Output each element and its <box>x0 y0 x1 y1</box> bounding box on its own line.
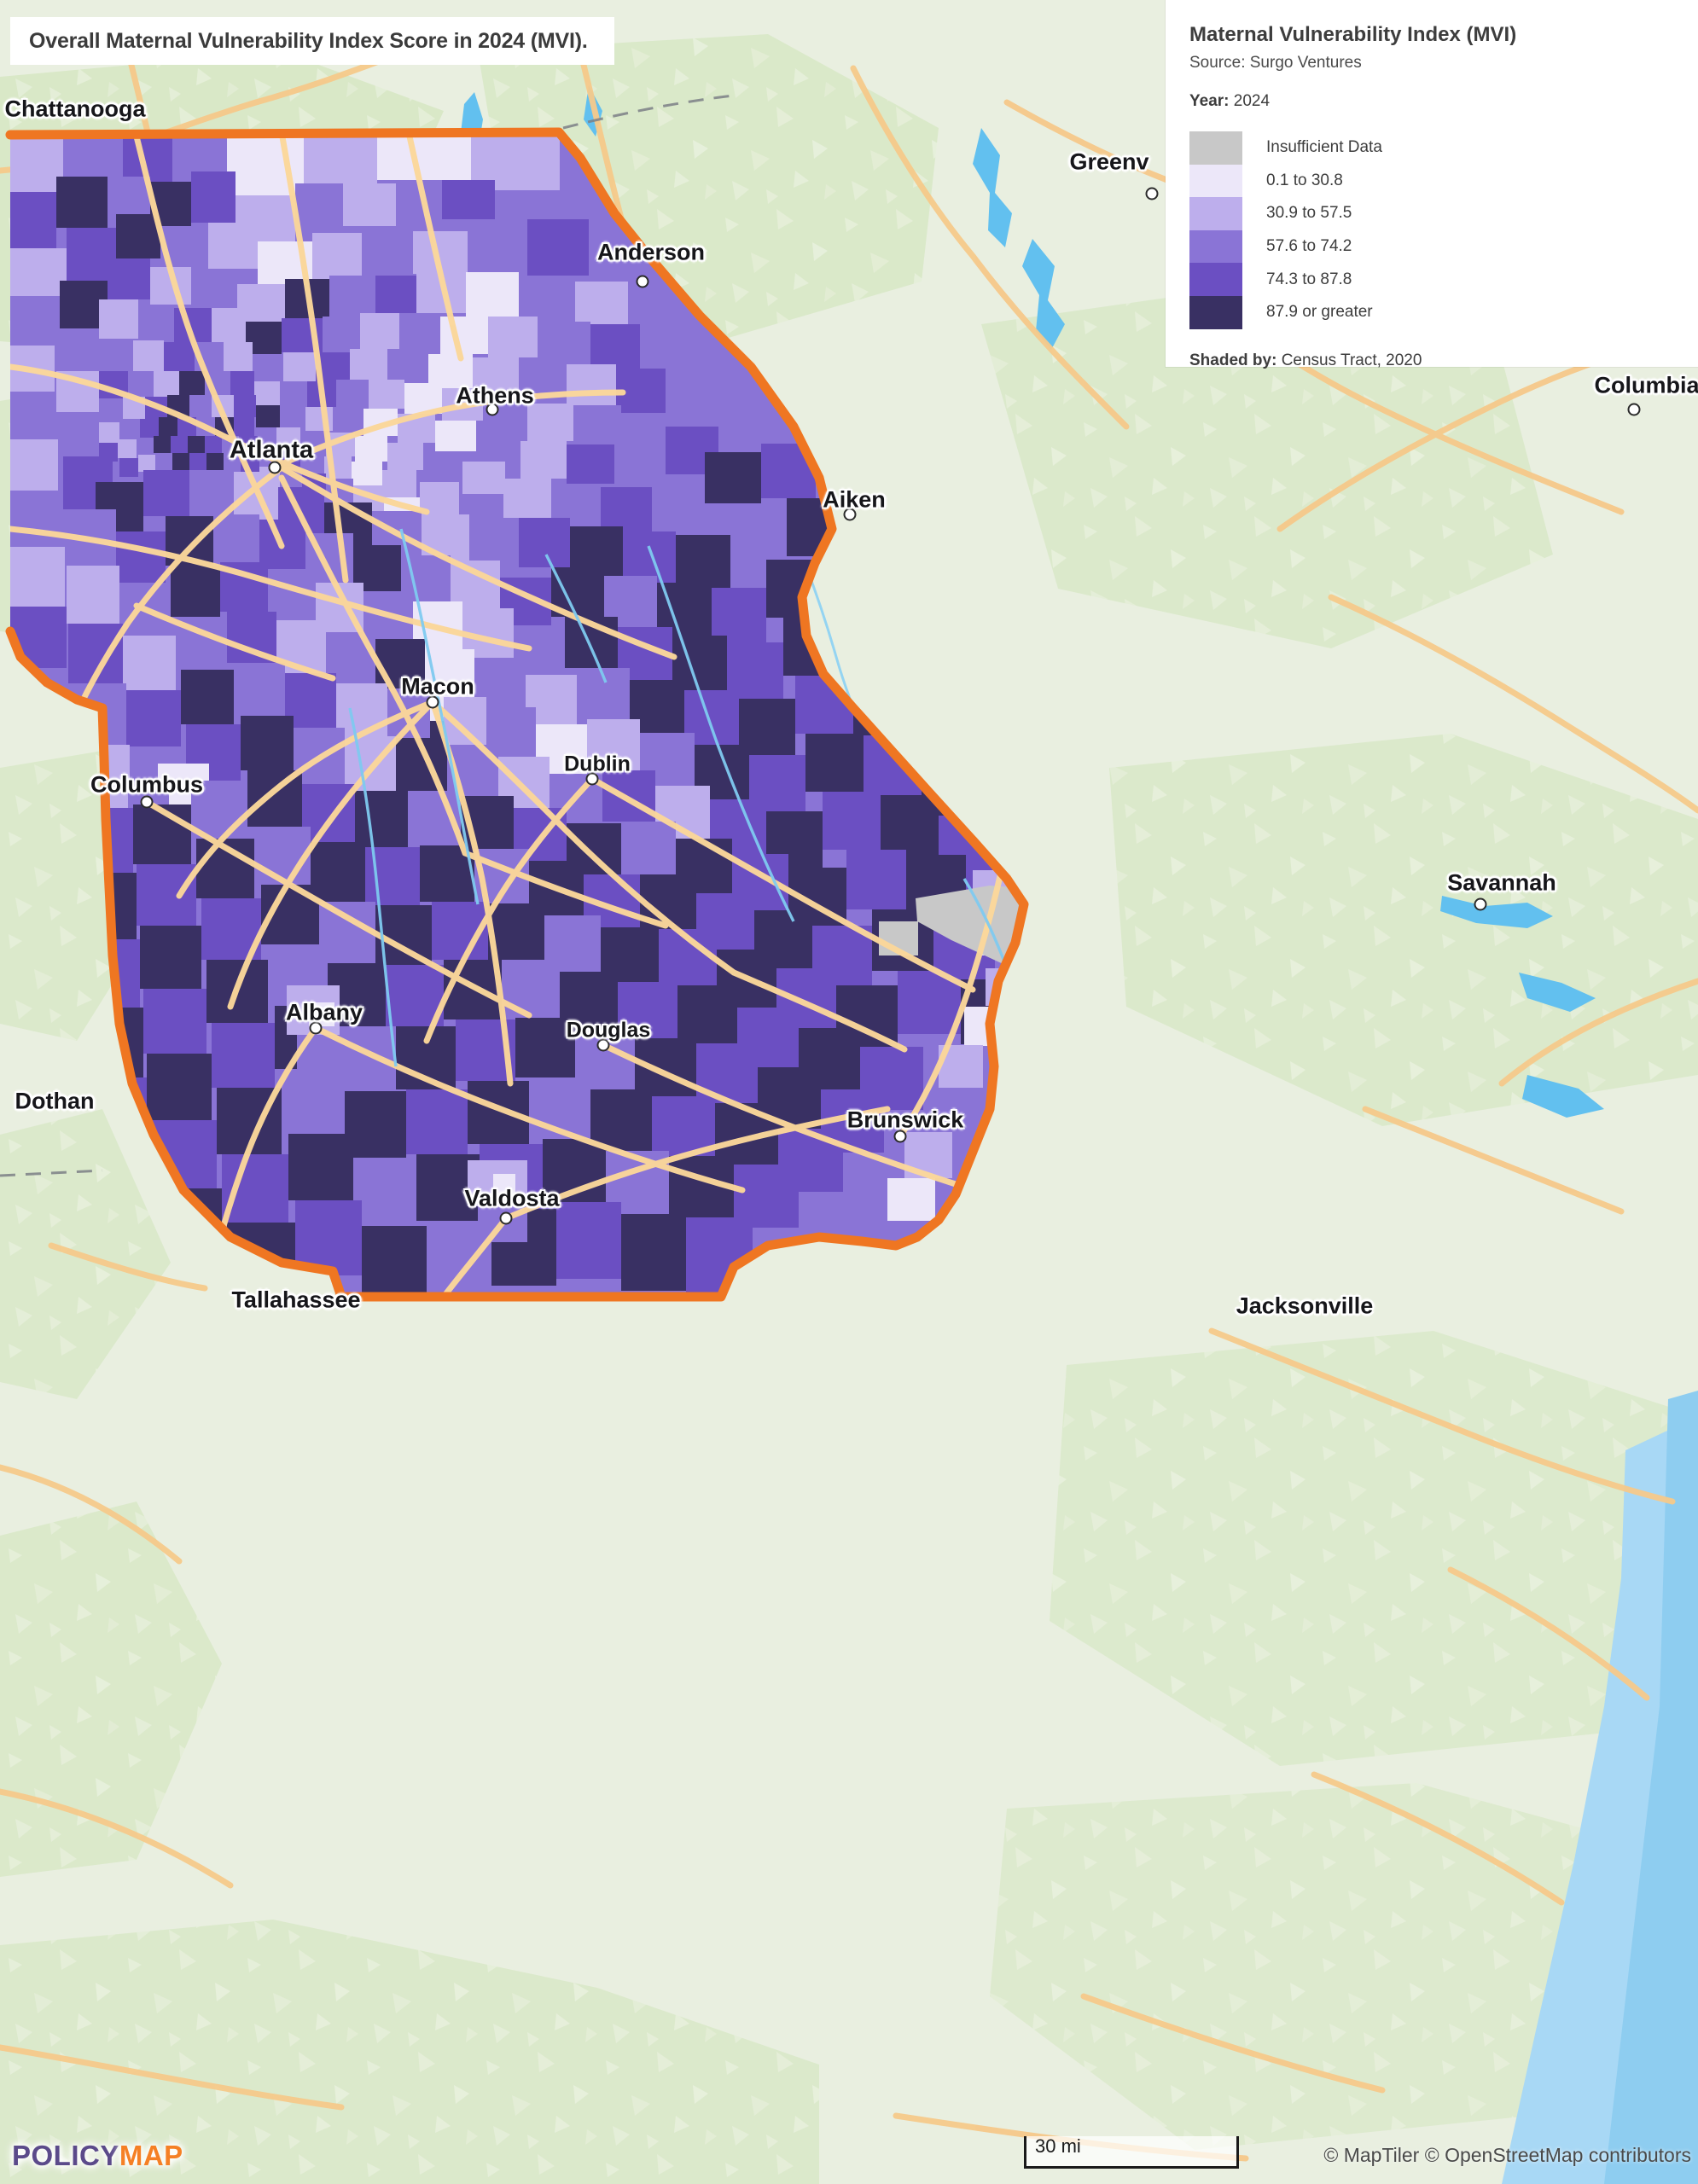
legend-item-class-4[interactable]: 74.3 to 87.8 <box>1189 263 1674 296</box>
city-marker-dot <box>486 403 499 416</box>
legend-color-chip <box>1189 164 1242 198</box>
legend-item-label: 87.9 or greater <box>1266 303 1373 322</box>
map-attribution[interactable]: © MapTiler © OpenStreetMap contributors <box>1323 2144 1691 2166</box>
map-title-card: Overall Maternal Vulnerability Index Sco… <box>10 17 614 65</box>
legend-item-class-2[interactable]: 30.9 to 57.5 <box>1189 197 1674 230</box>
legend-year-value: 2024 <box>1233 92 1271 110</box>
georgia-choropleth <box>10 132 1024 1297</box>
legend-shaded-label: Shaded by: <box>1189 351 1277 369</box>
legend-color-chip <box>1189 263 1242 296</box>
tracts-metro-atlanta <box>10 258 816 535</box>
city-marker-dot <box>309 1021 323 1035</box>
legend-item-class-5[interactable]: 87.9 or greater <box>1189 295 1674 329</box>
scale-bar: 30 mi <box>1024 2136 1239 2169</box>
legend-year: Year: 2024 <box>1189 92 1674 111</box>
city-marker-dot <box>636 275 649 288</box>
city-marker-dot <box>140 795 154 809</box>
city-marker-dot <box>426 695 439 709</box>
legend-source: Source: Surgo Ventures <box>1189 54 1362 72</box>
legend-shaded-by: Shaded by: Census Tract, 2020 <box>1189 351 1674 370</box>
policymap-logo[interactable]: POLICYMAP <box>12 2140 183 2172</box>
legend-color-chip <box>1189 197 1242 230</box>
legend-color-chip <box>1189 131 1242 165</box>
city-marker-dot <box>585 772 599 786</box>
legend-item-label: 30.9 to 57.5 <box>1266 204 1352 223</box>
tracts-north <box>10 132 642 296</box>
legend-item-label: 0.1 to 30.8 <box>1266 171 1343 189</box>
city-marker-dot <box>499 1211 513 1225</box>
page-title: Overall Maternal Vulnerability Index Sco… <box>29 28 588 53</box>
legend-swatch-list: Insufficient Data 0.1 to 30.8 30.9 to 57… <box>1189 131 1674 329</box>
scale-bar-label: 30 mi <box>1035 2135 1081 2157</box>
city-marker-dot <box>1474 897 1487 911</box>
legend-title: Maternal Vulnerability Index (MVI) <box>1189 23 1517 46</box>
city-marker-dot <box>268 461 282 474</box>
legend-item-label: 57.6 to 74.2 <box>1266 237 1352 256</box>
logo-map-text: MAP <box>119 2140 183 2171</box>
legend-item-label: Insufficient Data <box>1266 138 1382 157</box>
city-marker-dot <box>596 1038 610 1052</box>
city-marker-dot <box>893 1130 907 1143</box>
logo-policy-text: POLICY <box>12 2140 119 2171</box>
legend-panel[interactable]: Maternal Vulnerability Index (MVI) Sourc… <box>1166 0 1698 370</box>
legend-item-label: 74.3 to 87.8 <box>1266 270 1352 288</box>
city-marker-dot <box>1627 403 1641 416</box>
legend-year-label: Year: <box>1189 92 1230 110</box>
legend-shaded-value: Census Tract, 2020 <box>1281 351 1422 369</box>
legend-item-class-1[interactable]: 0.1 to 30.8 <box>1189 164 1674 198</box>
legend-item-insufficient-data[interactable]: Insufficient Data <box>1189 131 1674 165</box>
legend-color-chip <box>1189 229 1242 264</box>
legend-color-chip <box>1189 295 1242 329</box>
state-border-georgia <box>5 127 1029 1302</box>
ocean <box>1502 1391 1698 2184</box>
legend-item-class-3[interactable]: 57.6 to 74.2 <box>1189 229 1674 264</box>
city-marker-dot <box>843 508 857 521</box>
dashed-boundaries <box>0 94 735 1177</box>
city-marker-dot <box>1145 187 1159 200</box>
